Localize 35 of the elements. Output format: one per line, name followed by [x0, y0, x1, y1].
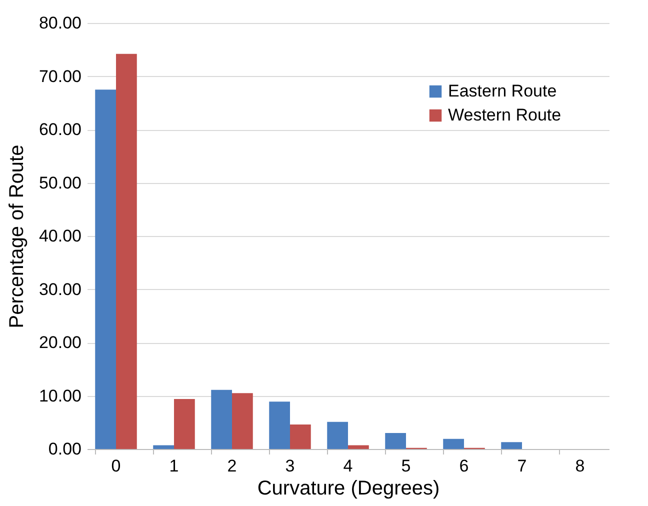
x-tick-label: 7: [517, 456, 527, 476]
legend-label: Western Route: [448, 106, 562, 124]
y-tick-label: 10.00: [38, 386, 82, 406]
legend-label: Eastern Route: [448, 82, 557, 100]
y-tick-label: 30.00: [38, 280, 82, 299]
bar: [174, 398, 195, 449]
bar: [501, 442, 522, 449]
y-tick-label: 20.00: [38, 333, 82, 352]
x-tick-label: 3: [285, 456, 295, 476]
x-tick-label: 8: [575, 456, 585, 476]
y-tick-label: 70.00: [38, 66, 82, 86]
x-tick-label: 2: [227, 456, 237, 476]
x-tick-label: 6: [459, 456, 469, 476]
bar: [153, 445, 174, 449]
bar: [232, 393, 253, 449]
y-axis-title: Percentage of Route: [6, 144, 28, 328]
y-tick-label: 50.00: [38, 173, 82, 192]
bar: [385, 433, 406, 449]
bar: [116, 54, 137, 449]
y-tick-label: 40.00: [38, 226, 82, 246]
bar: [290, 424, 311, 449]
bar: [348, 445, 369, 449]
bar: [327, 422, 348, 449]
bar: [211, 390, 232, 449]
bar: [95, 90, 116, 449]
x-tick-label: 1: [169, 456, 179, 476]
x-tick-label: 5: [401, 456, 411, 476]
x-tick-label: 4: [343, 456, 353, 476]
y-tick-label: 80.00: [38, 14, 82, 32]
x-axis-title: Curvature (Degrees): [257, 478, 440, 500]
y-tick-label: 60.00: [38, 120, 82, 139]
x-tick-label: 0: [111, 456, 121, 476]
bar: [269, 402, 290, 449]
bar: [443, 438, 464, 449]
y-tick-label: 0.00: [48, 440, 82, 458]
